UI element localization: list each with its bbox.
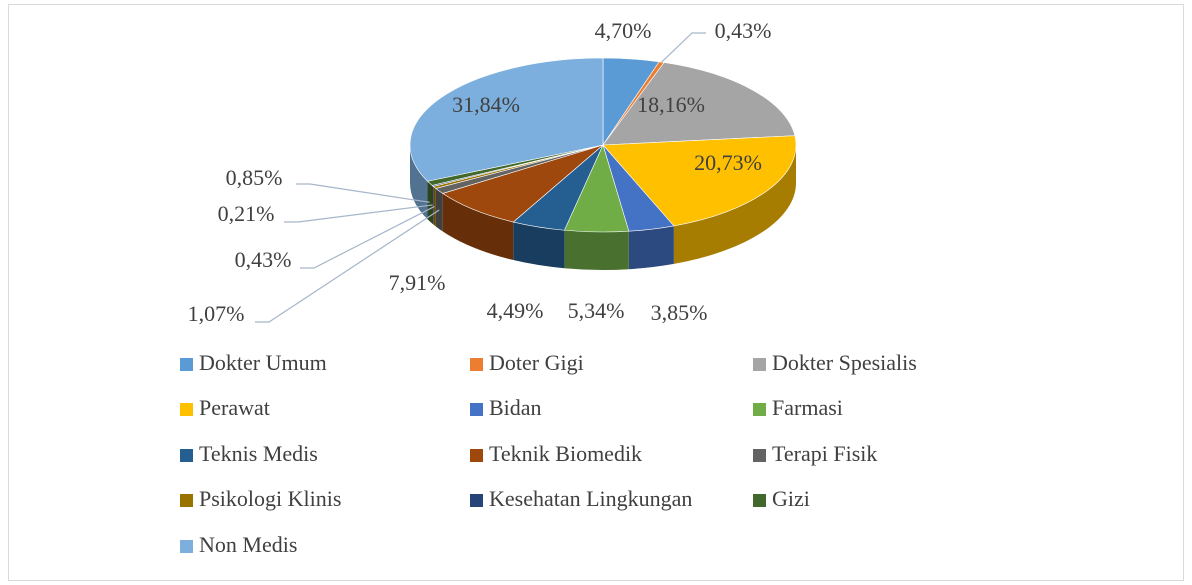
data-label: 0,43%: [715, 18, 772, 43]
leader-line: [284, 204, 433, 223]
legend-label: Kesehatan Lingkungan: [489, 486, 692, 511]
legend-label: Teknis Medis: [199, 441, 318, 466]
data-label: 0,21%: [218, 201, 275, 226]
legend-swatch: [180, 494, 193, 507]
data-label: 3,85%: [651, 300, 708, 325]
data-label: 0,43%: [235, 247, 292, 272]
leader-line: [661, 32, 706, 63]
legend-swatch: [753, 494, 766, 507]
legend-swatch: [753, 449, 766, 462]
data-label: 20,73%: [694, 150, 762, 175]
slice: [409, 57, 604, 182]
legend-label: Dokter Spesialis: [772, 350, 917, 375]
legend-label: Psikologi Klinis: [199, 486, 341, 511]
slice-side: [673, 145, 796, 264]
slice-side: [442, 193, 514, 261]
slice: [602, 62, 796, 146]
legend-label: Bidan: [489, 395, 542, 420]
slice-side: [427, 181, 433, 224]
data-label: 5,34%: [568, 298, 625, 323]
legend-label: Terapi Fisik: [772, 441, 877, 466]
legend-label: Teknik Biomedik: [489, 441, 642, 466]
leader-line: [296, 183, 430, 203]
legend-swatch: [180, 403, 193, 416]
slice-side: [628, 225, 674, 270]
leader-line: [255, 209, 440, 323]
legend-swatch: [470, 449, 483, 462]
legend-label: Doter Gigi: [489, 350, 584, 375]
legend-swatch: [180, 449, 193, 462]
legend-label: Perawat: [199, 395, 270, 420]
legend-swatch: [470, 358, 483, 371]
data-label: 7,91%: [389, 270, 446, 295]
slice-side: [433, 186, 436, 227]
legend-swatch: [470, 403, 483, 416]
legend-swatch: [180, 540, 193, 553]
slice: [602, 135, 797, 227]
legend-label: Non Medis: [199, 532, 297, 557]
slice: [441, 144, 604, 223]
legend-swatch: [180, 358, 193, 371]
slice-side: [564, 230, 629, 270]
slice-side: [435, 188, 443, 232]
leader-line: [300, 205, 435, 269]
legend-label: Gizi: [772, 486, 810, 511]
data-label: 1,07%: [188, 301, 245, 326]
data-label: 4,49%: [487, 298, 544, 323]
slice-side: [513, 222, 565, 269]
data-label: 31,84%: [452, 92, 520, 117]
data-label: 0,85%: [226, 165, 283, 190]
data-label: 18,16%: [637, 92, 705, 117]
legend-label: Dokter Umum: [199, 350, 327, 375]
legend-swatch: [470, 494, 483, 507]
data-label: 4,70%: [595, 18, 652, 43]
legend-label: Farmasi: [772, 395, 843, 420]
legend-swatch: [753, 358, 766, 371]
legend-swatch: [753, 403, 766, 416]
